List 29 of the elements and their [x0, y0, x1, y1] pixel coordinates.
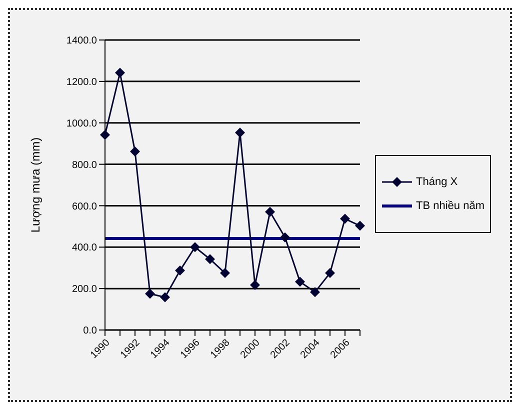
point — [355, 220, 365, 231]
point — [220, 268, 230, 278]
point — [325, 268, 335, 278]
y-tick-label: 1000.0 — [66, 118, 98, 130]
y-tick-label: 200.0 — [72, 284, 98, 296]
point — [160, 292, 170, 302]
point — [310, 287, 320, 298]
y-tick-label: 1200.0 — [66, 76, 98, 88]
legend-label: TB nhiều năm — [416, 200, 484, 212]
point — [235, 128, 245, 138]
point — [175, 266, 185, 276]
y-tick-label: 800.0 — [72, 160, 98, 171]
point — [100, 130, 110, 140]
point — [265, 206, 275, 217]
point — [340, 214, 350, 224]
y-axis-title: Lượng mưa (mm) — [28, 137, 42, 233]
y-tick-label: 600.0 — [72, 201, 98, 212]
point — [145, 288, 155, 299]
point — [280, 232, 290, 242]
legend-label: Tháng X — [416, 176, 458, 188]
point — [295, 276, 305, 287]
point — [250, 280, 260, 290]
y-tick-label: 0.0 — [83, 326, 98, 337]
point — [205, 254, 215, 264]
y-tick-label: 400.0 — [72, 242, 98, 254]
point — [115, 68, 125, 78]
point — [130, 146, 140, 156]
point — [190, 242, 200, 252]
y-tick-label: 1400.0 — [66, 36, 98, 47]
